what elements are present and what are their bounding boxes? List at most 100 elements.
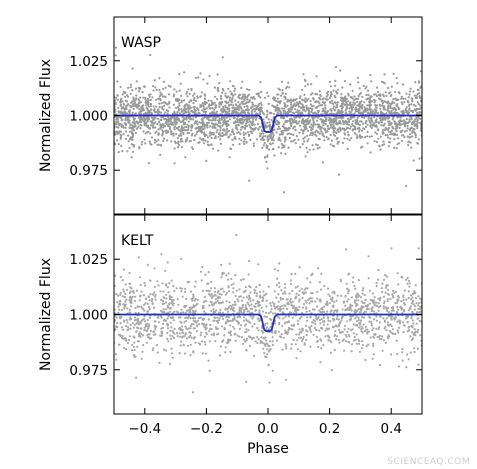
data-point xyxy=(133,129,136,132)
data-point xyxy=(260,336,263,339)
data-point xyxy=(295,311,298,314)
data-point xyxy=(128,282,131,285)
data-point xyxy=(243,105,246,108)
data-point xyxy=(194,317,197,320)
data-point xyxy=(169,337,173,341)
data-point xyxy=(280,289,283,292)
data-point xyxy=(148,308,151,311)
data-point xyxy=(160,316,163,319)
data-point xyxy=(374,93,377,96)
data-point xyxy=(138,333,141,336)
data-point xyxy=(130,305,133,308)
data-point xyxy=(407,279,410,282)
data-point xyxy=(304,110,307,113)
data-point xyxy=(301,291,304,294)
data-point xyxy=(189,290,193,293)
data-point xyxy=(381,101,384,105)
data-point xyxy=(255,138,259,141)
data-point xyxy=(246,117,249,120)
data-point xyxy=(250,123,254,127)
data-point xyxy=(184,287,187,290)
data-point xyxy=(162,137,166,140)
data-point xyxy=(386,298,389,301)
data-point xyxy=(312,319,315,322)
data-point xyxy=(119,104,122,107)
data-point xyxy=(124,130,127,133)
data-point xyxy=(390,109,393,112)
data-point xyxy=(386,288,390,291)
data-point xyxy=(140,112,143,116)
data-point xyxy=(374,110,377,113)
data-point xyxy=(130,100,134,103)
data-point xyxy=(357,342,361,345)
data-point xyxy=(114,328,117,331)
data-point xyxy=(401,359,404,362)
data-point xyxy=(280,80,284,83)
data-point xyxy=(310,123,313,126)
data-point xyxy=(186,129,189,132)
data-point xyxy=(340,105,343,108)
data-point xyxy=(382,307,385,310)
data-point xyxy=(384,134,387,137)
data-point xyxy=(148,118,151,121)
data-point xyxy=(410,123,414,126)
data-point xyxy=(119,137,122,140)
data-point xyxy=(125,112,128,115)
data-point xyxy=(318,90,321,93)
data-point xyxy=(147,333,150,336)
data-point xyxy=(402,331,405,334)
data-point xyxy=(297,112,301,115)
data-point xyxy=(403,289,406,292)
data-point xyxy=(230,92,233,95)
data-point xyxy=(133,101,136,104)
data-point xyxy=(121,118,124,121)
data-point xyxy=(154,328,157,331)
data-point xyxy=(370,135,373,138)
data-point xyxy=(250,336,253,339)
data-point xyxy=(371,306,374,309)
data-point xyxy=(166,327,170,330)
data-point xyxy=(121,93,124,96)
data-point xyxy=(119,136,122,139)
data-point xyxy=(273,305,276,308)
data-point xyxy=(265,328,268,331)
data-point xyxy=(417,302,421,305)
data-point xyxy=(328,121,331,124)
data-point xyxy=(179,344,182,347)
data-point xyxy=(139,101,142,104)
data-point xyxy=(160,126,163,129)
data-point xyxy=(375,327,378,330)
data-point xyxy=(385,94,388,97)
data-point xyxy=(345,128,348,131)
data-point xyxy=(353,126,356,129)
data-point xyxy=(333,290,336,293)
data-point xyxy=(341,116,344,119)
data-point xyxy=(266,167,269,170)
data-point xyxy=(370,100,373,103)
data-point xyxy=(169,316,172,319)
data-point xyxy=(242,93,245,96)
data-point xyxy=(334,84,337,87)
data-point xyxy=(353,95,356,98)
data-point xyxy=(225,102,228,105)
data-point xyxy=(353,132,356,135)
data-point xyxy=(410,338,413,341)
data-point xyxy=(236,120,239,124)
data-point xyxy=(337,318,340,321)
data-point xyxy=(387,120,390,123)
data-point xyxy=(381,144,384,147)
data-point xyxy=(348,127,352,130)
data-point xyxy=(351,89,354,92)
data-point xyxy=(411,337,414,340)
data-point xyxy=(268,148,271,151)
data-point xyxy=(292,112,295,115)
data-point xyxy=(165,109,168,112)
data-point xyxy=(221,56,224,59)
data-point xyxy=(142,334,145,337)
data-point xyxy=(224,92,227,95)
data-point xyxy=(406,316,409,319)
data-point xyxy=(319,311,322,314)
data-point xyxy=(391,100,394,103)
data-point xyxy=(358,130,361,133)
data-point xyxy=(390,317,393,321)
